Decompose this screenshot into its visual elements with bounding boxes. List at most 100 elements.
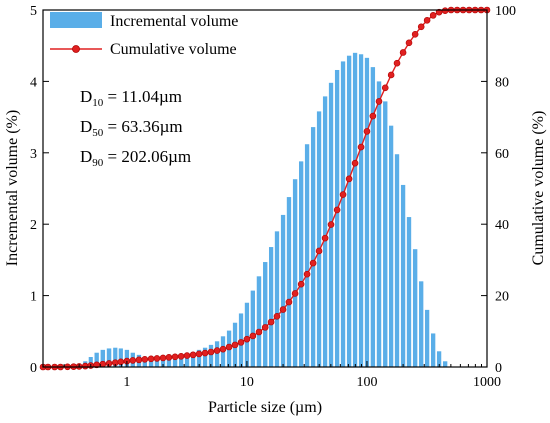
cumulative-volume-point: [105, 360, 113, 367]
y-right-tick-label: 40: [495, 218, 509, 233]
cumulative-volume-point: [273, 313, 281, 320]
bar-incremental-volume: [310, 127, 316, 367]
bar-incremental-volume: [250, 290, 256, 367]
bar-incremental-volume: [340, 61, 346, 367]
bar-incremental-volume: [358, 54, 364, 368]
bar-incremental-volume: [178, 355, 184, 367]
bar-incremental-volume: [280, 214, 286, 367]
bar-incremental-volume: [389, 125, 394, 367]
cumulative-volume-point: [147, 355, 155, 363]
y-right-tick-label: 20: [495, 290, 509, 305]
cumulative-volume-point: [219, 345, 227, 353]
cumulative-volume-point: [381, 84, 389, 92]
cumulative-volume-point: [345, 175, 353, 183]
x-axis-label: Particle size (µm): [208, 399, 322, 416]
cumulative-volume-point: [441, 7, 449, 15]
bar-incremental-volume: [106, 348, 112, 367]
cumulative-volume-point: [129, 357, 137, 364]
cumulative-volume-point: [303, 270, 311, 278]
cumulative-volume-point: [267, 318, 275, 326]
bar-incremental-volume: [208, 344, 214, 367]
bar-incremental-volume: [376, 81, 382, 368]
bar-incremental-volume: [304, 144, 310, 367]
plot-frame: [42, 9, 488, 368]
bar-incremental-volume: [334, 69, 340, 367]
incremental-volume-bars: [76, 52, 448, 368]
bar-incremental-volume: [184, 354, 190, 367]
cumulative-volume-point: [135, 356, 143, 364]
bar-incremental-volume: [406, 217, 412, 367]
cumulative-volume-point: [81, 362, 89, 370]
bar-incremental-volume: [394, 154, 400, 367]
annotation-d10: D10 = 11.04µm: [80, 87, 182, 109]
cumulative-volume-point: [429, 12, 437, 19]
bar-incremental-volume: [263, 262, 268, 367]
bar-incremental-volume: [196, 349, 202, 367]
bar-incremental-volume: [113, 347, 118, 367]
cumulative-volume-curve: [39, 6, 491, 371]
bar-incremental-volume: [160, 358, 166, 367]
bar-incremental-volume: [190, 352, 196, 367]
cumulative-volume-point: [261, 324, 269, 331]
cumulative-volume-point: [399, 49, 407, 56]
cumulative-volume-point: [339, 191, 347, 198]
cumulative-volume-point: [237, 339, 245, 346]
legend: Incremental volume Cumulative volume: [50, 12, 238, 58]
cumulative-volume-point: [279, 306, 287, 313]
bar-incremental-volume: [166, 357, 172, 367]
bar-incremental-volume: [202, 347, 208, 367]
cumulative-volume-point: [357, 143, 365, 151]
bar-incremental-volume: [412, 249, 418, 367]
y-right-tick-label: 60: [495, 147, 509, 162]
cumulative-volume-point: [309, 259, 317, 267]
cumulative-volume-point: [207, 348, 215, 356]
cumulative-volume-point: [195, 350, 203, 358]
cumulative-volume-point: [369, 112, 377, 120]
cumulative-volume-point: [159, 354, 167, 362]
bar-incremental-volume: [244, 302, 250, 367]
bar-incremental-volume: [286, 197, 292, 367]
cumulative-volume-point: [435, 8, 443, 16]
cumulative-volume-point: [249, 332, 257, 340]
bar-incremental-volume: [431, 333, 436, 367]
cumulative-volume-point: [201, 349, 209, 357]
bar-incremental-volume: [100, 349, 106, 367]
y-left-tick-label: 4: [30, 75, 37, 90]
cumulative-volume-point: [375, 98, 383, 105]
bar-incremental-volume: [172, 357, 178, 367]
cumulative-volume-point: [231, 341, 239, 349]
cumulative-volume-point: [387, 71, 395, 79]
bar-incremental-volume: [148, 357, 154, 367]
cumulative-volume-point: [165, 354, 173, 361]
bar-incremental-volume: [424, 309, 430, 367]
bar-incremental-volume: [88, 357, 93, 367]
bar-incremental-volume: [268, 247, 274, 367]
bar-incremental-volume: [299, 161, 304, 367]
annotation-d50: D50 = 63.36µm: [80, 117, 183, 139]
bar-incremental-volume: [364, 57, 370, 368]
cumulative-volume-point: [321, 234, 329, 242]
bar-incremental-volume: [346, 55, 352, 367]
legend-label-cumulative: Cumulative volume: [110, 41, 237, 58]
y-right-tick-label: 80: [495, 75, 509, 90]
cumulative-volume-point: [177, 352, 185, 360]
y-left-tick-label: 5: [30, 4, 37, 19]
cumulative-volume-point: [405, 39, 413, 47]
bar-incremental-volume: [419, 281, 424, 367]
y-left-tick-label: 0: [30, 361, 37, 376]
legend-label-incremental: Incremental volume: [110, 13, 238, 30]
cumulative-volume-point: [183, 352, 191, 359]
y-axis-right-label: Cumulative volume (%): [530, 111, 547, 266]
bar-incremental-volume: [442, 361, 448, 367]
cumulative-volume-point: [327, 221, 335, 228]
bar-incremental-volume: [352, 52, 358, 368]
cumulative-volume-point: [363, 128, 371, 135]
cumulative-volume-point: [255, 328, 263, 336]
y-right-tick-label: 100: [495, 4, 516, 19]
y-axis-left-label: Incremental volume (%): [4, 110, 21, 266]
y-left-tick-label: 2: [30, 218, 37, 233]
bar-incremental-volume: [154, 358, 160, 367]
cumulative-volume-point: [315, 247, 323, 255]
